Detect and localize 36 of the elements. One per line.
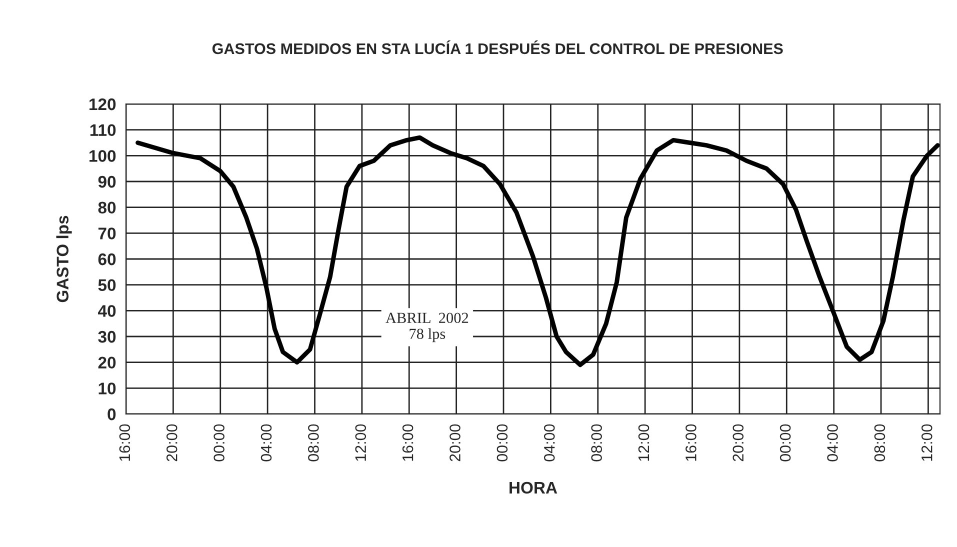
x-tick-label: 00:00 [214, 424, 224, 462]
y-tick-label: 90 [98, 176, 116, 188]
x-tick-label: 16:00 [686, 424, 696, 461]
x-tick-label: 16:00 [119, 424, 130, 461]
y-tick-label: 30 [98, 330, 116, 343]
x-tick-label: 20:00 [166, 424, 178, 462]
y-axis-title: GASTO lps [56, 216, 72, 302]
y-tick-label: 80 [98, 202, 116, 214]
y-tick-label: 110 [90, 124, 116, 136]
x-tick-label: 12:00 [355, 424, 366, 461]
annotation: ABRIL 2002 78 lps [386, 312, 468, 342]
y-tick-label: 100 [90, 150, 116, 162]
chart-title: GASTOS MEDIDOS EN STA LUCÍA 1 DESPUÉS DEL CONTROL DE PRESIONES [212, 40, 783, 54]
x-tick-label: 00:00 [780, 424, 791, 462]
x-tick-label: 08:00 [308, 424, 319, 462]
x-tick-label: 04:00 [544, 424, 555, 462]
y-tick-label: 0 [108, 408, 116, 420]
y-tick-label: 60 [98, 253, 116, 266]
y-tick-label: 20 [98, 356, 116, 369]
x-tick-label: 12:00 [921, 424, 932, 461]
y-tick-label: 50 [98, 279, 116, 292]
x-tick-label: 20:00 [732, 424, 744, 462]
x-tick-label: 04:00 [827, 424, 838, 462]
line-series [136, 135, 940, 368]
x-tick-label: 20:00 [450, 424, 460, 462]
y-tick-label: 120 [90, 98, 116, 110]
y-tick-label: 40 [98, 305, 116, 317]
x-tick-label: 04:00 [260, 424, 272, 462]
x-tick-label: 08:00 [874, 424, 886, 462]
x-tick-label: 08:00 [591, 424, 602, 462]
y-tick-label: 70 [98, 228, 116, 240]
x-tick-label: 00:00 [496, 424, 508, 462]
x-axis-title: HORA [510, 482, 558, 494]
y-tick-label: 10 [98, 382, 116, 394]
x-tick-label: 16:00 [402, 424, 414, 461]
x-tick-label: 12:00 [638, 424, 650, 461]
